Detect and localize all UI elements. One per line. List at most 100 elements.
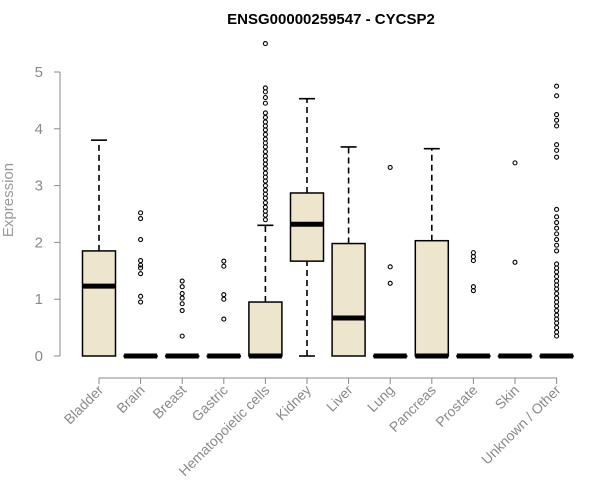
outlier-point xyxy=(554,83,560,89)
iqr-box xyxy=(414,239,450,357)
outlier-point xyxy=(221,296,227,302)
outlier-point xyxy=(179,333,185,339)
outlier-point xyxy=(262,174,268,180)
outlier-point xyxy=(179,290,185,297)
outlier-point xyxy=(554,269,560,275)
iqr-box xyxy=(248,301,283,357)
outlier-point xyxy=(387,280,393,286)
outlier-point xyxy=(262,148,268,155)
outlier-point xyxy=(554,147,560,153)
outlier-point xyxy=(262,119,268,125)
outlier-point xyxy=(138,262,144,268)
y-axis-label: Expression xyxy=(0,163,17,237)
outlier-point xyxy=(262,170,268,176)
outlier-point xyxy=(387,164,393,170)
outlier-point xyxy=(262,161,268,167)
outlier-point xyxy=(262,153,268,159)
outlier-point xyxy=(554,237,560,243)
y-tick-label: 5 xyxy=(35,64,43,81)
outlier-point xyxy=(262,208,268,214)
outlier-point xyxy=(554,265,560,271)
outlier-point xyxy=(138,258,144,264)
outlier-point xyxy=(262,114,268,120)
outlier-point xyxy=(554,219,560,226)
box-group xyxy=(539,83,574,359)
outlier-point xyxy=(554,325,560,331)
outlier-point xyxy=(262,144,268,150)
outlier-point xyxy=(554,333,560,339)
outlier-point xyxy=(262,127,268,133)
outlier-point xyxy=(179,295,185,301)
box-group xyxy=(372,164,408,359)
boxes-layer xyxy=(81,41,574,359)
outlier-point xyxy=(179,308,185,314)
box-group xyxy=(81,139,117,357)
outlier-point xyxy=(262,85,268,91)
outlier-point xyxy=(554,261,560,267)
box-group xyxy=(331,146,366,357)
outlier-point xyxy=(138,293,144,299)
outlier-point xyxy=(554,290,560,297)
box-group xyxy=(456,250,491,359)
outlier-point xyxy=(554,278,560,284)
x-tick-label: Brain xyxy=(113,382,147,416)
box-group xyxy=(497,160,533,359)
outlier-point xyxy=(262,187,268,193)
outlier-point xyxy=(262,136,268,142)
outlier-point xyxy=(554,312,560,318)
outlier-point xyxy=(554,142,560,148)
y-tick-label: 1 xyxy=(35,291,43,308)
x-tick-label: Kidney xyxy=(273,382,315,424)
outlier-point xyxy=(262,100,268,106)
iqr-box xyxy=(81,250,117,357)
x-tick-label: Unknown / Other xyxy=(478,382,564,468)
x-tick-label: Prostate xyxy=(432,382,480,430)
outlier-point xyxy=(262,217,268,223)
outlier-point xyxy=(554,242,560,248)
x-tick-label: Breast xyxy=(149,382,189,422)
outlier-point xyxy=(554,320,560,326)
outlier-point xyxy=(554,214,560,220)
y-tick-label: 4 xyxy=(35,121,43,138)
outlier-point xyxy=(138,265,144,271)
outlier-point xyxy=(262,95,268,101)
box-group xyxy=(123,210,158,359)
outlier-point xyxy=(221,258,227,264)
outlier-point xyxy=(554,282,560,288)
iqr-box xyxy=(289,192,325,262)
y-ticks: 0 1 2 3 4 5 xyxy=(35,64,60,365)
iqr-box xyxy=(331,242,366,357)
outlier-point xyxy=(262,140,268,146)
outlier-point xyxy=(554,154,560,160)
y-tick-label: 2 xyxy=(35,234,43,251)
outlier-point xyxy=(554,308,560,314)
outlier-point xyxy=(512,160,518,166)
outlier-point xyxy=(554,112,560,118)
outlier-point xyxy=(554,299,560,305)
outlier-point xyxy=(262,212,268,218)
outlier-point xyxy=(138,215,144,222)
outlier-point xyxy=(262,204,268,210)
outlier-point xyxy=(138,271,144,277)
outlier-point xyxy=(554,93,560,99)
box-group xyxy=(289,97,325,357)
outlier-point xyxy=(554,286,560,292)
outlier-point xyxy=(554,225,560,231)
outlier-point xyxy=(138,210,144,216)
outlier-point xyxy=(138,299,144,305)
x-tick-label: Skin xyxy=(492,382,523,413)
outlier-point xyxy=(179,278,185,284)
outlier-point xyxy=(470,258,476,264)
outlier-point xyxy=(262,131,268,138)
outlier-point xyxy=(262,110,268,116)
box-group xyxy=(164,278,200,359)
x-tick-label: Liver xyxy=(323,382,356,415)
outlier-point xyxy=(221,316,227,322)
outlier-point xyxy=(262,123,268,129)
outlier-point xyxy=(554,303,560,309)
box-group xyxy=(414,147,450,359)
outlier-point xyxy=(470,254,476,260)
outlier-point xyxy=(179,301,185,307)
